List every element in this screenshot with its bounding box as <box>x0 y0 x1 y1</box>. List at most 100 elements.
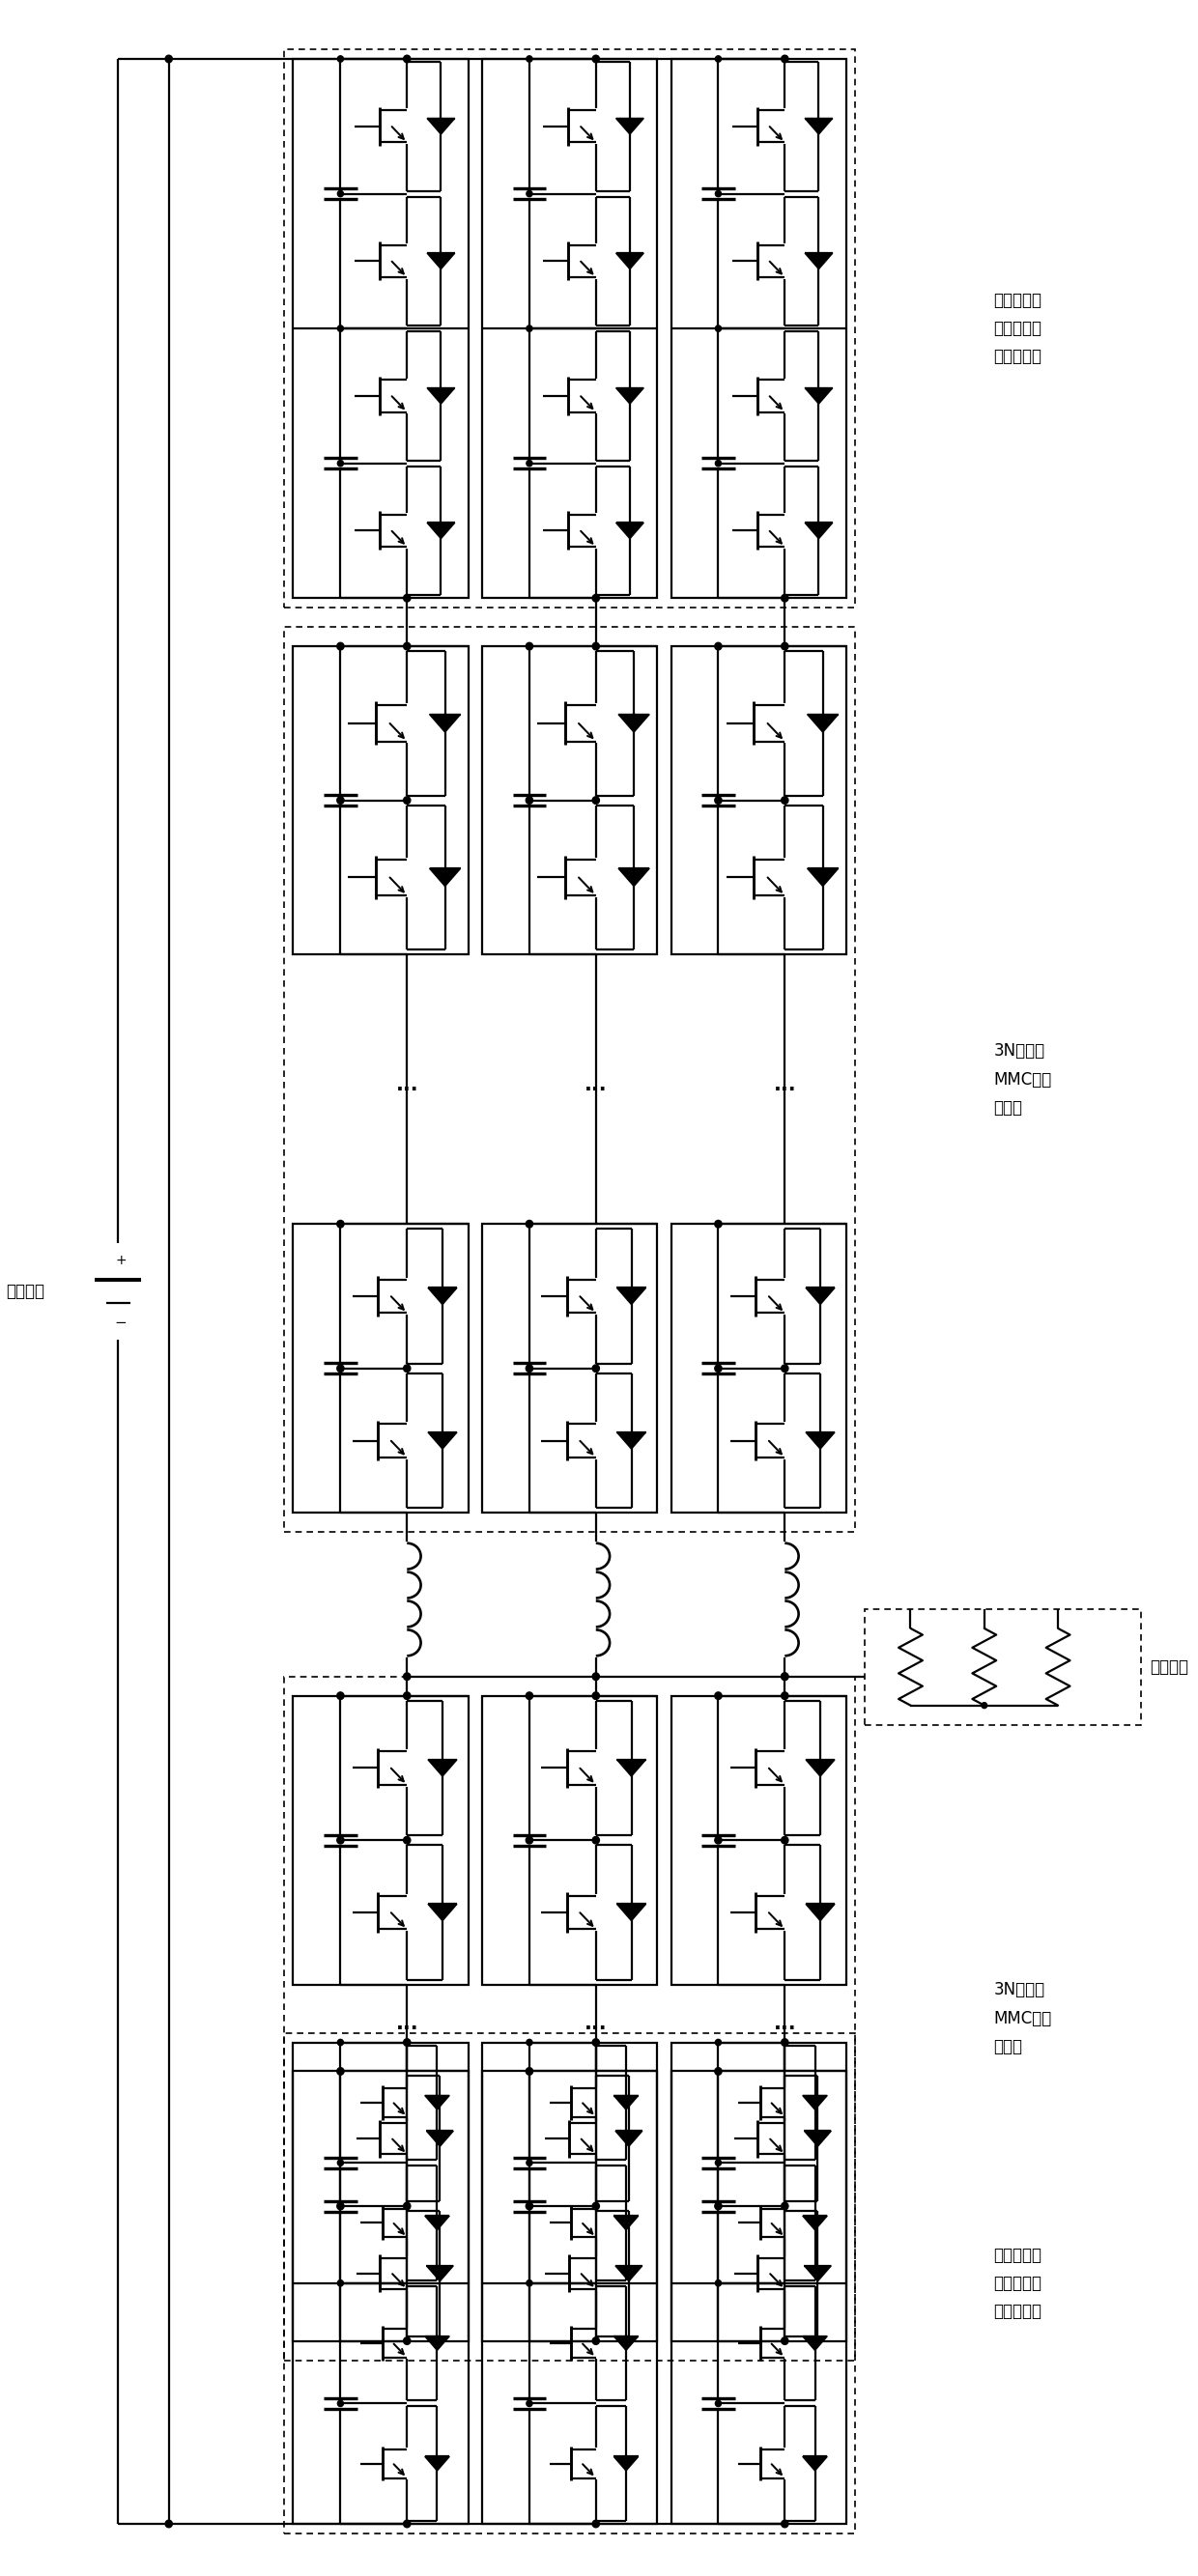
Circle shape <box>715 2069 721 2074</box>
Circle shape <box>592 2336 599 2344</box>
Circle shape <box>781 2519 788 2527</box>
Circle shape <box>715 2040 721 2045</box>
Bar <box>482 1224 658 1512</box>
Polygon shape <box>426 2267 453 2282</box>
Polygon shape <box>426 523 455 538</box>
Circle shape <box>781 54 788 62</box>
Circle shape <box>526 2202 533 2210</box>
Polygon shape <box>618 714 649 732</box>
Circle shape <box>781 595 788 603</box>
Circle shape <box>715 2280 721 2285</box>
Polygon shape <box>806 1288 835 1303</box>
Circle shape <box>165 54 173 62</box>
Circle shape <box>715 191 721 196</box>
Circle shape <box>337 1221 344 1229</box>
Polygon shape <box>616 252 643 268</box>
Circle shape <box>404 1365 411 1373</box>
Circle shape <box>338 57 344 62</box>
Bar <box>294 1224 468 1512</box>
Circle shape <box>338 325 344 332</box>
Polygon shape <box>806 1904 835 1922</box>
Circle shape <box>715 461 721 466</box>
Polygon shape <box>426 2130 453 2146</box>
Polygon shape <box>803 2215 828 2231</box>
Text: 三相负载: 三相负载 <box>1150 1659 1188 1674</box>
Polygon shape <box>805 252 833 268</box>
Polygon shape <box>425 2094 449 2110</box>
Text: 3N个普通
MMC半桥
子模块: 3N个普通 MMC半桥 子模块 <box>993 1981 1052 2056</box>
Bar <box>284 49 855 608</box>
Circle shape <box>337 1692 344 1700</box>
Text: 本发明子模
块电路用于
直流测负极: 本发明子模 块电路用于 直流测负极 <box>993 2246 1042 2321</box>
Circle shape <box>526 2069 533 2074</box>
Bar <box>671 1695 846 1984</box>
Circle shape <box>592 1365 599 1373</box>
Circle shape <box>337 1837 344 1844</box>
Circle shape <box>404 2519 411 2527</box>
Circle shape <box>592 1672 599 1680</box>
Polygon shape <box>429 714 460 732</box>
Circle shape <box>592 796 599 804</box>
Circle shape <box>526 2040 532 2045</box>
Circle shape <box>715 1365 721 1373</box>
Polygon shape <box>617 1759 646 1777</box>
Polygon shape <box>613 2094 639 2110</box>
Polygon shape <box>805 389 833 404</box>
Circle shape <box>781 796 788 804</box>
Polygon shape <box>426 252 455 268</box>
Polygon shape <box>806 1432 835 1448</box>
Circle shape <box>337 796 344 804</box>
Circle shape <box>338 2040 344 2045</box>
Circle shape <box>404 2202 411 2210</box>
Circle shape <box>404 2038 411 2045</box>
Text: ···: ··· <box>395 1079 418 1100</box>
Polygon shape <box>803 2336 828 2349</box>
Bar <box>294 1695 468 1984</box>
Bar <box>482 59 658 598</box>
Polygon shape <box>805 523 833 538</box>
Polygon shape <box>613 2215 639 2231</box>
Circle shape <box>337 1365 344 1373</box>
Text: +: + <box>115 1255 127 1267</box>
Polygon shape <box>617 1432 646 1448</box>
Bar <box>294 2043 468 2524</box>
Polygon shape <box>426 389 455 404</box>
Circle shape <box>526 191 532 196</box>
Polygon shape <box>803 2458 828 2470</box>
Circle shape <box>404 54 411 62</box>
Bar <box>482 1695 658 1984</box>
Circle shape <box>337 641 344 649</box>
Circle shape <box>592 1692 599 1700</box>
Circle shape <box>715 2401 721 2406</box>
Bar <box>284 2032 855 2532</box>
Bar <box>671 647 846 953</box>
Circle shape <box>526 1365 533 1373</box>
Polygon shape <box>425 2215 449 2231</box>
Circle shape <box>715 57 721 62</box>
Text: −: − <box>115 1316 127 1329</box>
Circle shape <box>526 325 532 332</box>
Circle shape <box>781 1365 788 1373</box>
Polygon shape <box>804 2267 831 2282</box>
Polygon shape <box>617 1904 646 1922</box>
Polygon shape <box>428 1432 456 1448</box>
Circle shape <box>338 2159 344 2166</box>
Text: ···: ··· <box>774 2020 797 2038</box>
Polygon shape <box>426 118 455 134</box>
Circle shape <box>338 2280 344 2285</box>
Circle shape <box>592 1837 599 1844</box>
Circle shape <box>526 2280 532 2285</box>
Polygon shape <box>616 2267 642 2282</box>
Circle shape <box>526 1221 533 1229</box>
Polygon shape <box>428 1759 456 1777</box>
Bar <box>482 2043 658 2524</box>
Bar <box>671 59 846 598</box>
Bar <box>482 647 658 953</box>
Polygon shape <box>613 2458 639 2470</box>
Polygon shape <box>425 2336 449 2349</box>
Circle shape <box>592 641 599 649</box>
Circle shape <box>981 1703 987 1708</box>
Bar <box>294 2071 468 2342</box>
Bar <box>284 1677 855 2360</box>
Circle shape <box>165 2519 173 2527</box>
